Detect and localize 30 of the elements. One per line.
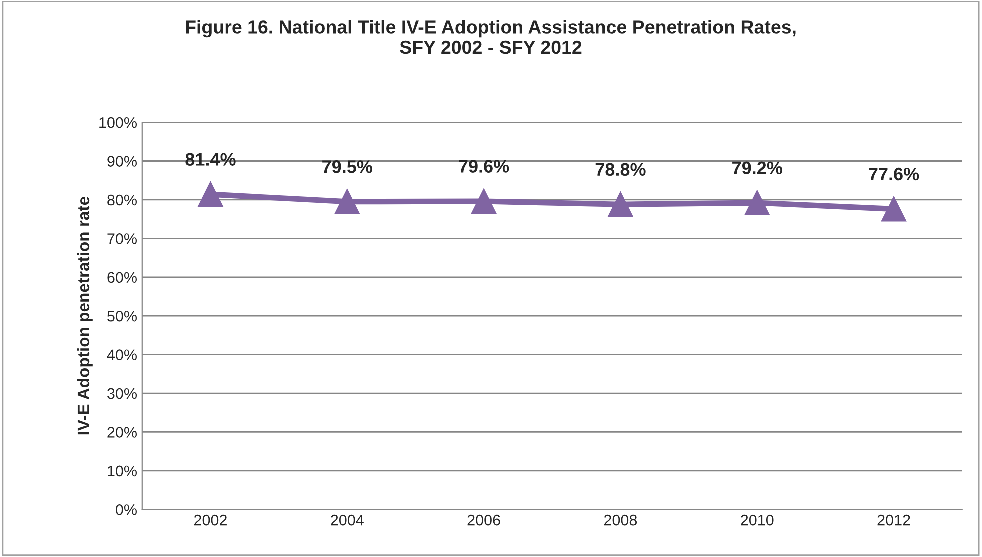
- chart-title: Figure 16. National Title IV-E Adoption Assistance Penetration Rates, SFY 2002 - SFY 2012: [186, 20, 796, 54]
- y-tick-label: 60%: [108, 272, 137, 284]
- y-tick-label: 100%: [100, 117, 137, 128]
- data-label: 79.2%: [732, 162, 782, 174]
- data-label: 79.5%: [322, 160, 373, 174]
- x-tick-label: 2010: [741, 514, 774, 526]
- y-tick-label: 70%: [108, 234, 137, 244]
- x-tick-label: 2002: [194, 514, 227, 526]
- data-label: 77.6%: [869, 168, 920, 181]
- y-tick-label: 0%: [116, 504, 137, 516]
- y-tick-label: 80%: [108, 194, 137, 206]
- point: [334, 189, 360, 214]
- point: [608, 192, 634, 218]
- y-tick-label: 90%: [108, 156, 137, 167]
- y-tick-label: 30%: [108, 388, 137, 400]
- y-axis-title: IV-E Adoption penetration rate: [77, 197, 93, 435]
- y-tick-label: 10%: [108, 466, 137, 477]
- y-tick-label: 50%: [108, 310, 137, 322]
- x-tick-label: 2004: [331, 514, 364, 526]
- point: [744, 190, 770, 216]
- x-tick-label: 2008: [604, 514, 638, 526]
- data-label: 79.6%: [459, 160, 510, 173]
- x-tick-label: 2012: [878, 514, 910, 526]
- x-tick-label: 2006: [468, 514, 500, 526]
- y-tick-label: 20%: [108, 427, 137, 438]
- point: [882, 196, 907, 222]
- y-tick-label: 40%: [107, 350, 137, 360]
- point: [198, 182, 224, 208]
- point: [472, 189, 497, 214]
- data-label: 78.8%: [596, 163, 646, 176]
